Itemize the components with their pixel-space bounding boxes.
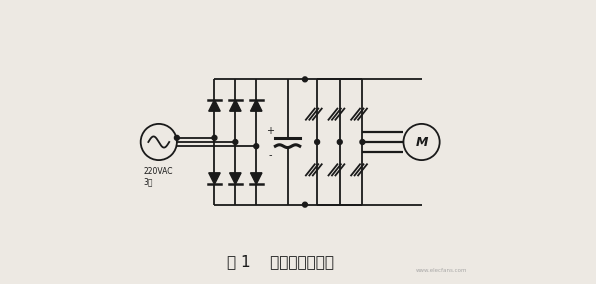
Circle shape [212,135,217,140]
Circle shape [303,77,308,82]
Polygon shape [229,173,241,184]
Polygon shape [229,100,241,111]
Circle shape [360,139,365,145]
Circle shape [337,139,342,145]
Text: 图 1    通用变频器电路: 图 1 通用变频器电路 [227,254,334,270]
Polygon shape [209,100,220,111]
Text: +: + [266,126,274,136]
Circle shape [254,144,259,149]
Polygon shape [250,173,262,184]
Circle shape [233,139,238,145]
Text: -: - [268,150,272,160]
Text: www.elecfans.com: www.elecfans.com [415,268,467,273]
Circle shape [303,202,308,207]
Polygon shape [250,100,262,111]
Polygon shape [209,173,220,184]
Circle shape [315,139,319,145]
Circle shape [175,135,179,140]
Text: 220VAC
3相: 220VAC 3相 [143,167,173,187]
Text: M: M [415,135,428,149]
